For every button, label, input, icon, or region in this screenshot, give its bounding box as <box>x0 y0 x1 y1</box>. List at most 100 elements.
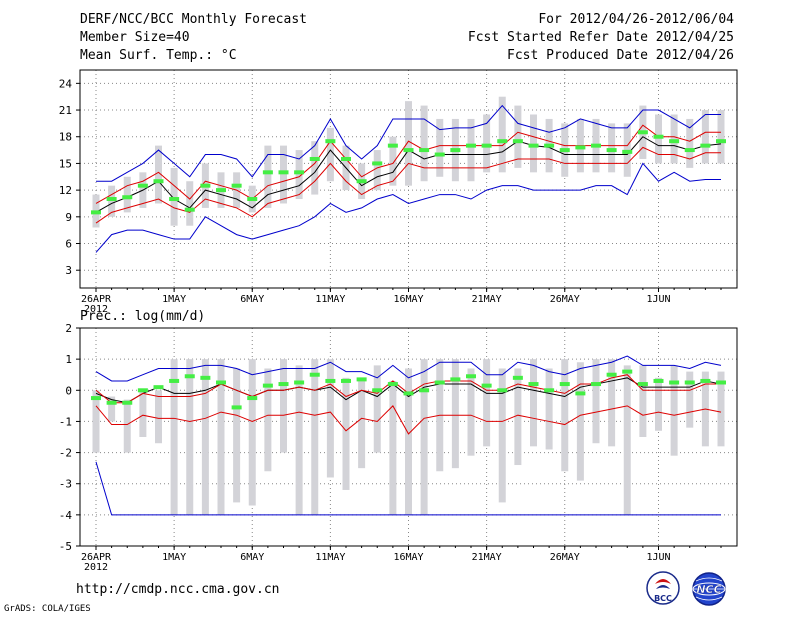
observed-marker <box>372 161 383 166</box>
ensemble-box <box>608 359 616 447</box>
observed-marker <box>606 148 617 153</box>
observed-marker <box>559 382 570 387</box>
ensemble-box <box>139 390 147 437</box>
observed-marker <box>200 183 211 188</box>
ensemble-box <box>467 368 475 456</box>
ensemble-box <box>467 118 475 182</box>
ensemble-box <box>623 365 631 515</box>
x-tick-label: 16MAY <box>393 294 423 305</box>
observed-marker <box>122 400 133 405</box>
observed-marker <box>419 148 430 153</box>
ensemble-box <box>123 399 131 453</box>
observed-marker <box>497 388 508 393</box>
ncc-logo: NCC <box>692 572 726 606</box>
observed-marker <box>512 139 523 144</box>
x-tick-label: 1JUN <box>646 552 670 563</box>
ensemble-box <box>295 365 303 515</box>
bcc-logo-swirl <box>655 579 671 584</box>
observed-marker <box>481 143 492 148</box>
ensemble-box <box>186 359 194 515</box>
observed-marker <box>653 378 664 383</box>
website-url[interactable]: http://cmdp.ncc.cma.gov.cn <box>76 582 280 597</box>
observed-marker <box>466 374 476 379</box>
observed-marker <box>606 372 617 377</box>
ensemble-box <box>670 114 678 164</box>
observed-marker <box>169 197 180 202</box>
x-tick-label: 26MAY <box>550 294 580 305</box>
y-tick-label: 18 <box>59 131 72 144</box>
ensemble-box <box>686 371 694 428</box>
observed-marker <box>309 372 320 377</box>
observed-marker <box>669 380 680 385</box>
observed-marker <box>403 148 414 153</box>
observed-marker <box>684 380 695 385</box>
y-tick-label: 2 <box>65 322 72 335</box>
observed-marker <box>137 388 148 393</box>
plot-frame <box>79 327 738 547</box>
observed-marker <box>372 388 383 393</box>
ensemble-box <box>483 114 491 173</box>
series-line-lower-10pct <box>95 405 722 435</box>
ensemble-box <box>373 150 381 191</box>
observed-marker <box>247 396 258 401</box>
x-tick-label: 1MAY <box>162 294 186 305</box>
ensemble-box <box>405 368 412 515</box>
series-line-lower-10pct <box>95 146 721 224</box>
y-tick-label: 9 <box>65 211 72 224</box>
ensemble-box <box>686 118 694 168</box>
y-tick-label: -4 <box>59 509 73 522</box>
x-tick-label: 26APR <box>81 294 112 305</box>
ensemble-box <box>108 185 116 217</box>
observed-marker <box>481 383 492 388</box>
ensemble-box <box>373 365 381 453</box>
series-line-min <box>95 461 721 516</box>
observed-marker <box>559 148 570 153</box>
observed-marker <box>216 188 226 193</box>
observed-marker <box>91 210 101 215</box>
x-tick-label: 11MAY <box>315 552 345 563</box>
ensemble-box <box>358 377 366 469</box>
ensemble-box <box>420 359 428 515</box>
observed-marker <box>278 382 289 387</box>
x-tick-year-label: 2012 <box>84 304 108 315</box>
observed-marker <box>184 374 195 379</box>
observed-marker <box>403 391 414 396</box>
observed-marker <box>137 183 148 188</box>
series-line-min <box>95 162 721 253</box>
y-tick-label: -5 <box>59 540 72 553</box>
observed-marker <box>356 377 367 382</box>
ensemble-box <box>295 150 303 200</box>
observed-marker <box>419 388 430 393</box>
ensemble-box <box>405 101 412 186</box>
ensemble-box <box>280 359 287 453</box>
observed-marker <box>231 405 242 410</box>
forecast-start-date: Fcst Started Refer Date 2012/04/25 <box>467 30 734 45</box>
ensemble-box <box>717 371 725 447</box>
y-tick-label: 1 <box>65 353 72 366</box>
member-size-label: Member Size=40 <box>80 30 190 45</box>
observed-marker <box>700 378 711 383</box>
plot-frame <box>79 69 738 289</box>
observed-marker <box>716 380 726 385</box>
observed-marker <box>637 382 648 387</box>
observed-marker <box>622 149 633 154</box>
observed-marker <box>325 378 336 383</box>
ensemble-box <box>264 145 272 208</box>
observed-marker <box>387 143 398 148</box>
observed-marker <box>341 156 351 161</box>
ensemble-box <box>92 390 100 453</box>
bcc-logo-text: BCC <box>654 594 672 603</box>
observed-marker <box>544 143 555 148</box>
observed-marker <box>637 130 648 135</box>
y-tick-label: 3 <box>65 264 72 277</box>
observed-marker <box>684 148 695 153</box>
observed-marker <box>622 369 633 374</box>
observed-marker <box>591 143 601 148</box>
observed-marker <box>169 378 180 383</box>
series-line-mean <box>95 377 722 404</box>
ensemble-box <box>608 123 616 173</box>
y-tick-label: 6 <box>65 238 72 251</box>
observed-marker <box>247 197 258 202</box>
x-tick-label: 1MAY <box>162 552 186 563</box>
